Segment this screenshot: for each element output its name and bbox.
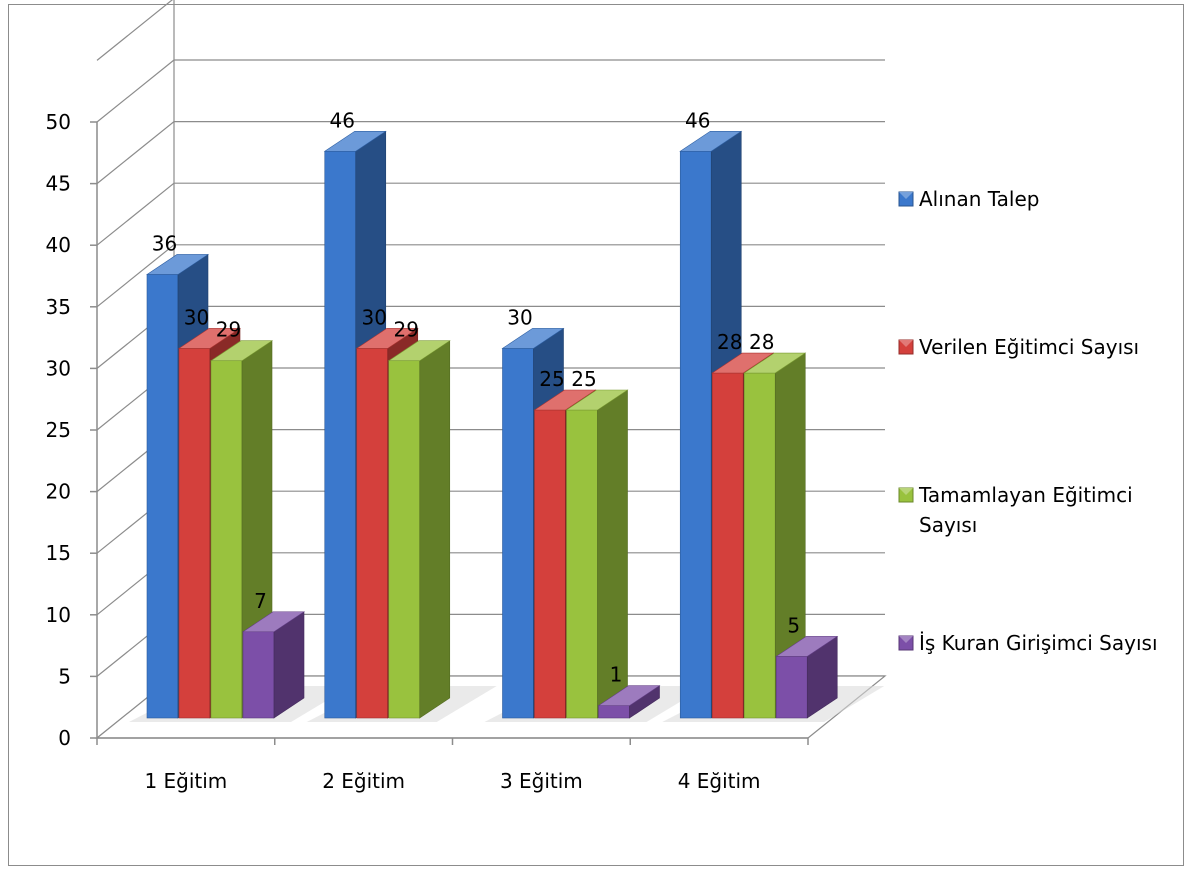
data-label: 25	[571, 367, 596, 391]
gridline-side	[96, 121, 175, 185]
data-label: 30	[362, 305, 387, 329]
y-tick-label: 15	[46, 541, 71, 565]
bar-front	[598, 705, 630, 719]
data-label: 7	[254, 589, 267, 613]
bar-front	[356, 348, 389, 719]
data-label: 25	[539, 367, 564, 391]
bar-side	[419, 340, 451, 719]
y-tick-label: 0	[58, 726, 71, 750]
legend-swatch-highlight	[899, 488, 913, 495]
bar-top	[323, 130, 387, 152]
data-label: 30	[184, 305, 209, 329]
bar-front	[534, 409, 566, 719]
y-tick-label: 40	[46, 233, 71, 257]
bar-top	[775, 636, 839, 657]
bar-front	[775, 656, 808, 719]
legend-label: Verilen Eğitimci Sayısı	[919, 335, 1139, 359]
bar-top	[146, 254, 209, 275]
x-tick-label: 3 Eğitim	[500, 769, 583, 793]
y-tick-label: 50	[46, 110, 71, 134]
legend-label: Alınan Talep	[919, 187, 1039, 211]
legend-swatch-highlight	[899, 636, 913, 643]
x-tick-label: 2 Eğitim	[322, 769, 405, 793]
data-label: 29	[394, 318, 419, 342]
bar-top	[178, 328, 241, 349]
data-label: 46	[685, 108, 710, 132]
y-tick-label: 45	[46, 172, 71, 196]
x-tick-label: 4 Eğitim	[678, 769, 761, 793]
legend-label: Tamamlayan Eğitimci Sayısı	[918, 483, 1133, 537]
bar-front	[743, 372, 776, 719]
bar-top	[743, 352, 807, 374]
bar-top	[533, 389, 597, 411]
legend-swatch-highlight	[899, 340, 913, 347]
bars-group	[129, 130, 885, 722]
bar-front	[146, 274, 179, 719]
bar-front	[502, 348, 534, 719]
bar-top	[387, 340, 451, 362]
data-label: 28	[717, 330, 742, 354]
gridline-side	[96, 59, 175, 123]
data-label: 5	[787, 613, 800, 637]
y-tick-label: 35	[46, 295, 71, 319]
chart-frame	[8, 4, 1184, 866]
bar-front	[679, 150, 712, 719]
legend-swatch-highlight	[899, 192, 913, 199]
bar-front	[242, 631, 275, 719]
bar-front	[178, 348, 211, 719]
data-labels-group: 36 30 29 7 46 30 29 30 25 25 1 46 28 28 5	[152, 108, 800, 686]
bar-front	[210, 360, 243, 719]
y-axis: 0 5 10 15 20 25 30 35 40 45 50	[46, 110, 98, 750]
x-axis: 1 Eğitim 2 Eğitim 3 Eğitim 4 Eğitim	[96, 737, 809, 793]
bar-top	[210, 340, 273, 362]
bar-top	[355, 328, 419, 349]
legend-label: İş Kuran Girişimci Sayısı	[919, 631, 1158, 655]
y-tick-label: 10	[46, 603, 71, 627]
y-tick-label: 20	[46, 480, 71, 504]
data-label: 36	[152, 231, 177, 255]
legend: Alınan Talep Verilen Eğitimci Sayısı Tamam…	[898, 187, 1158, 655]
y-tick-label: 5	[58, 664, 71, 688]
bar-top	[679, 130, 743, 152]
bar-top	[565, 389, 629, 411]
bar-front	[388, 360, 421, 719]
data-label: 29	[216, 318, 241, 342]
bar-front	[324, 150, 357, 719]
data-label: 46	[330, 108, 355, 132]
data-label: 1	[610, 663, 623, 687]
x-tick-label: 1 Eğitim	[144, 769, 227, 793]
bar-front	[566, 409, 598, 719]
bar-front	[711, 372, 744, 719]
bar-top	[501, 328, 565, 349]
y-tick-label: 25	[46, 418, 71, 442]
bar-top	[597, 685, 661, 706]
bar-top	[242, 611, 305, 633]
bar-top	[711, 352, 775, 374]
gridline-side	[96, 0, 173, 61]
gridline-side	[96, 182, 175, 246]
data-label: 30	[507, 305, 532, 329]
data-label: 28	[749, 330, 774, 354]
y-tick-label: 30	[46, 356, 71, 380]
gridline-side	[96, 244, 175, 308]
